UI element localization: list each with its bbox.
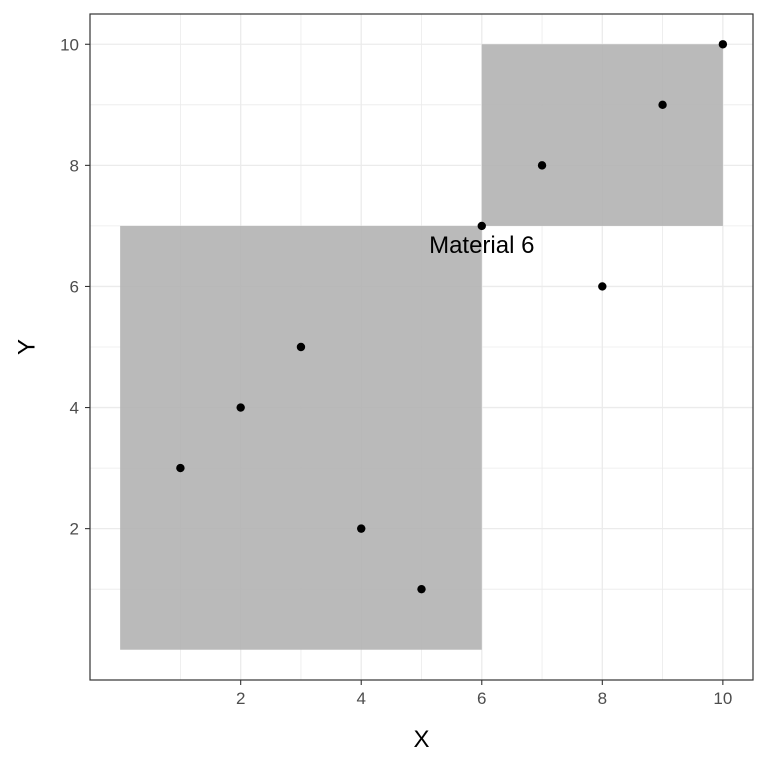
y-axis-title: Y	[13, 339, 40, 355]
data-point	[537, 161, 547, 170]
y-tick-label: 4	[70, 399, 79, 418]
x-tick-label: 6	[477, 689, 486, 708]
axis-ticks: 2 4 6 8 10 2 4 6 8 10	[60, 35, 732, 708]
shaded-rectangle	[481, 44, 723, 226]
data-points	[176, 40, 728, 594]
data-point	[598, 282, 607, 291]
data-point	[477, 221, 486, 231]
panel-border	[89, 13, 754, 681]
data-point	[176, 463, 185, 473]
shaded-rectangle	[120, 225, 482, 650]
y-tick-label: 6	[70, 277, 79, 296]
data-point	[296, 342, 306, 352]
x-tick-label: 4	[356, 689, 365, 708]
data-point	[236, 403, 245, 412]
shaded-regions	[120, 44, 723, 650]
annotation-label: Material 6	[429, 232, 534, 259]
y-tick-label: 8	[70, 156, 79, 175]
x-axis-title: X	[413, 726, 429, 753]
data-point	[417, 584, 426, 594]
x-tick-label: 2	[236, 689, 245, 708]
x-tick-label: 8	[598, 689, 607, 708]
x-tick-label: 10	[713, 689, 732, 708]
data-point	[718, 40, 728, 49]
data-point	[658, 100, 667, 110]
annotations: Material 6	[429, 232, 534, 259]
data-point	[357, 524, 366, 533]
y-tick-label: 10	[60, 35, 79, 54]
y-tick-label: 2	[70, 520, 79, 539]
